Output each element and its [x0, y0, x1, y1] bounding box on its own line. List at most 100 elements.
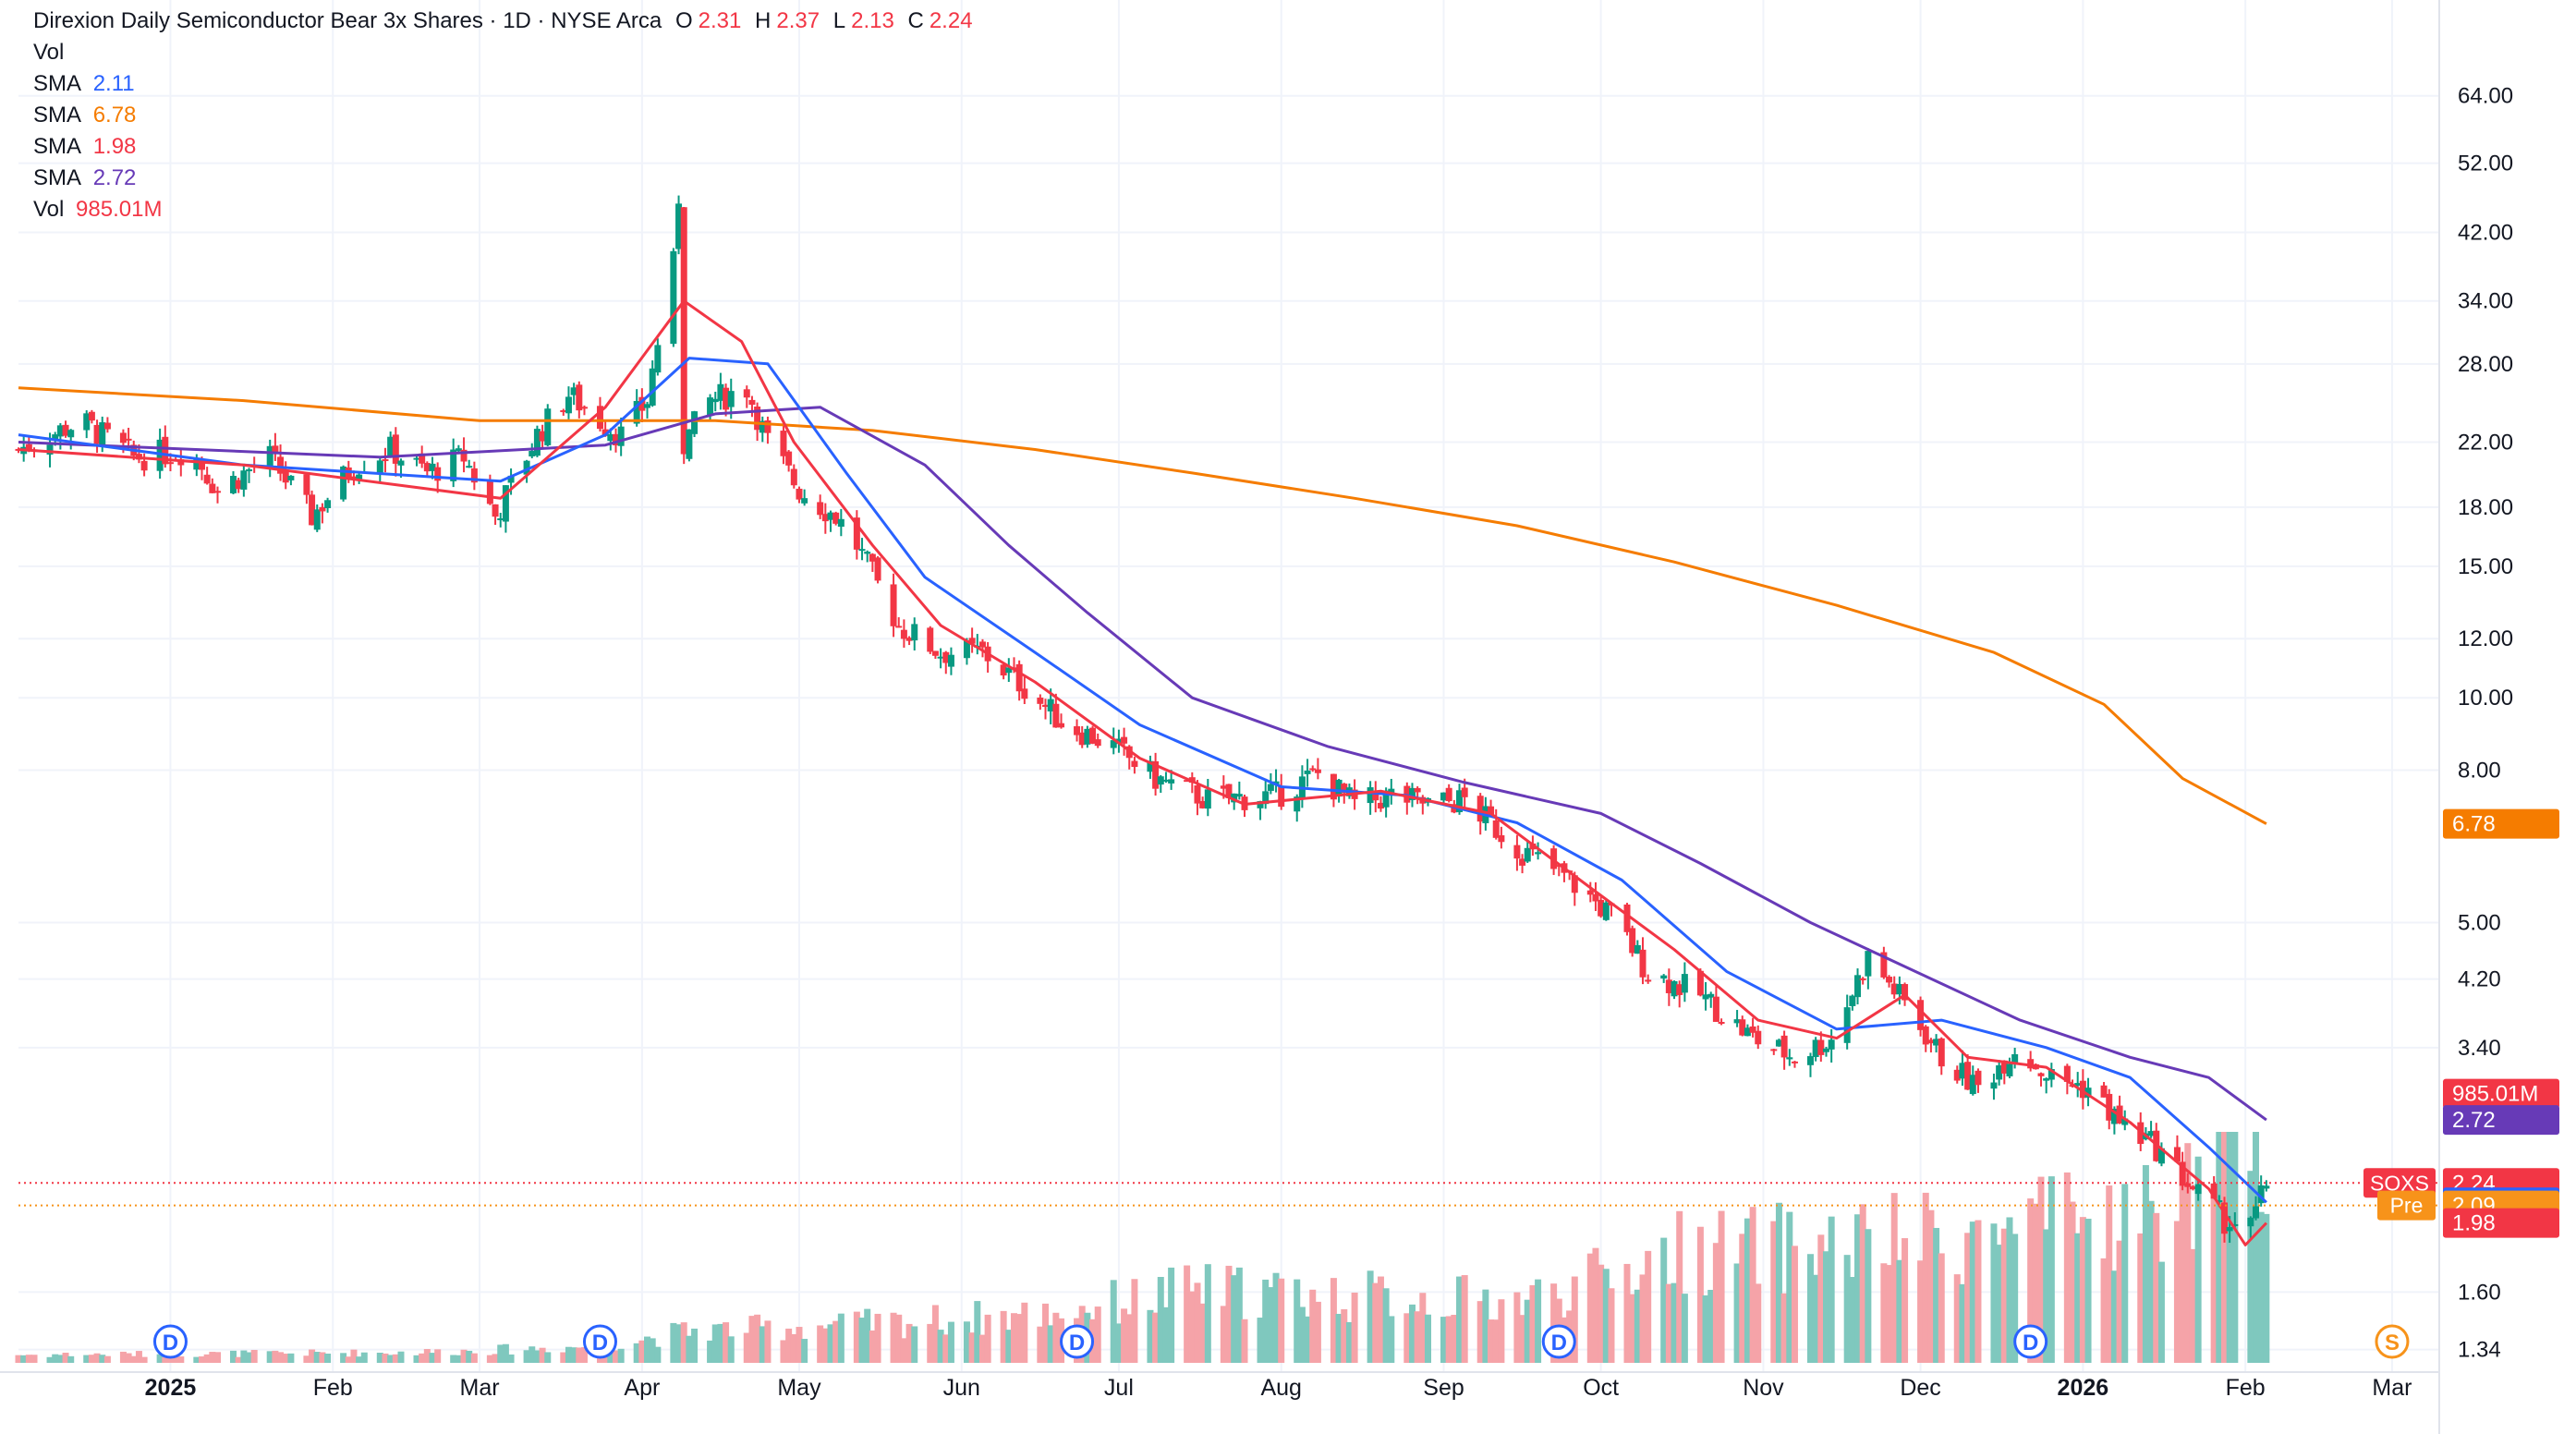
- split-marker[interactable]: S: [2375, 1324, 2410, 1359]
- candle-body: [1969, 1075, 1976, 1095]
- candle-body: [1780, 1035, 1788, 1058]
- legend-vol-row[interactable]: Vol: [33, 37, 973, 68]
- volume-bar: [827, 1324, 834, 1363]
- candle-body: [460, 449, 468, 462]
- candle-body: [140, 460, 148, 471]
- volume-bar: [1461, 1275, 1468, 1363]
- volume-bar: [853, 1311, 860, 1363]
- candle-body: [942, 651, 950, 663]
- candle-body: [1047, 699, 1054, 711]
- volume-bar: [277, 1352, 285, 1363]
- candle-body: [1382, 790, 1390, 808]
- candle-body: [434, 467, 442, 481]
- candle-body: [2147, 1131, 2155, 1136]
- volume-bar: [1184, 1265, 1191, 1363]
- candle-body: [1886, 977, 1893, 983]
- candle-body: [717, 383, 724, 401]
- candle-body: [1052, 703, 1060, 728]
- candle-body: [649, 368, 656, 406]
- volume-bar: [1712, 1243, 1719, 1363]
- candle-body: [1629, 928, 1636, 954]
- volume-bar: [1042, 1303, 1050, 1363]
- candle-body: [1733, 1019, 1741, 1024]
- volume-bar: [576, 1347, 583, 1363]
- split-circle: [2375, 1324, 2410, 1359]
- y-tick-label: 64.00: [2458, 84, 2513, 109]
- x-tick-label: Feb: [2226, 1375, 2266, 1401]
- legend-sma-red[interactable]: SMA 1.98: [33, 131, 973, 163]
- volume-bar: [1608, 1288, 1615, 1363]
- volume-bar: [544, 1352, 552, 1363]
- candle-body: [1749, 1026, 1756, 1033]
- candle-body: [2220, 1202, 2228, 1234]
- volume-bar: [360, 1352, 368, 1363]
- volume-bar: [2184, 1143, 2192, 1363]
- volume-bar: [1791, 1246, 1798, 1363]
- split-letter: S: [2385, 1331, 2400, 1355]
- dividend-marker[interactable]: D: [2013, 1324, 2048, 1359]
- dividend-marker[interactable]: D: [582, 1324, 617, 1359]
- candle-body: [1225, 784, 1233, 798]
- volume-bar: [759, 1326, 766, 1363]
- volume-bar: [1671, 1282, 1678, 1363]
- legend-sma-orange[interactable]: SMA 6.78: [33, 100, 973, 131]
- volume-bar: [1345, 1321, 1353, 1363]
- volume-bar: [1147, 1309, 1154, 1363]
- dividend-letter: D: [1069, 1331, 1085, 1355]
- dividend-marker[interactable]: D: [1060, 1324, 1095, 1359]
- candle-body: [486, 480, 493, 504]
- volume-bar: [1896, 1259, 1903, 1363]
- volume-bar: [1969, 1221, 1976, 1363]
- dividend-marker[interactable]: D: [1541, 1324, 1576, 1359]
- candle-body: [103, 422, 111, 430]
- candle-body: [1917, 1000, 1925, 1030]
- candle-body: [1828, 1039, 1835, 1050]
- volume-bar: [2157, 1261, 2165, 1363]
- candle-body: [2247, 1217, 2254, 1227]
- legend-sma-blue[interactable]: SMA 2.11: [33, 68, 973, 100]
- dividend-marker[interactable]: D: [152, 1324, 188, 1359]
- volume-bar: [1162, 1306, 1170, 1363]
- volume-bar: [570, 1347, 577, 1363]
- candle-body: [1194, 784, 1201, 804]
- candle-body: [2074, 1083, 2082, 1087]
- candle-body: [1168, 779, 1175, 784]
- volume-bar: [790, 1333, 797, 1363]
- candle-body: [1335, 779, 1343, 797]
- x-tick-label: Jun: [943, 1375, 980, 1401]
- volume-bar: [2006, 1217, 2013, 1363]
- legend-sma-purple[interactable]: SMA 2.72: [33, 163, 973, 194]
- candle-body: [193, 457, 200, 470]
- candle-body: [1042, 704, 1050, 708]
- candle-body: [2179, 1161, 2186, 1186]
- volume-bar: [1755, 1283, 1762, 1363]
- y-tick-label: 22.00: [2458, 430, 2513, 455]
- legend-volume-study[interactable]: Vol 985.01M: [33, 194, 973, 225]
- candle-body: [2084, 1088, 2092, 1098]
- volume-bar: [30, 1355, 38, 1363]
- volume-bar: [1665, 1283, 1672, 1363]
- volume-bar: [56, 1355, 64, 1363]
- candle-body: [2006, 1063, 2013, 1076]
- volume-bar: [1933, 1227, 1940, 1363]
- volume-bar: [2210, 1192, 2218, 1363]
- candle-body: [277, 456, 285, 474]
- volume-bar: [905, 1323, 913, 1363]
- volume-bar: [963, 1321, 970, 1363]
- volume-bar: [717, 1323, 724, 1363]
- volume-bar: [1456, 1276, 1464, 1363]
- volume-bar: [968, 1332, 976, 1363]
- volume-bar: [324, 1354, 332, 1363]
- dividend-letter: D: [1551, 1331, 1567, 1355]
- volume-bar: [1451, 1315, 1458, 1363]
- candle-body: [1015, 663, 1023, 692]
- volume-bar: [974, 1301, 981, 1363]
- volume-bar: [1278, 1278, 1285, 1363]
- volume-bar: [1990, 1223, 1998, 1363]
- volume-bar: [1822, 1251, 1829, 1363]
- volume-bar: [460, 1349, 468, 1363]
- vol-label: Vol: [33, 40, 65, 65]
- volume-bar: [2121, 1184, 2129, 1363]
- candle-body: [1152, 760, 1160, 789]
